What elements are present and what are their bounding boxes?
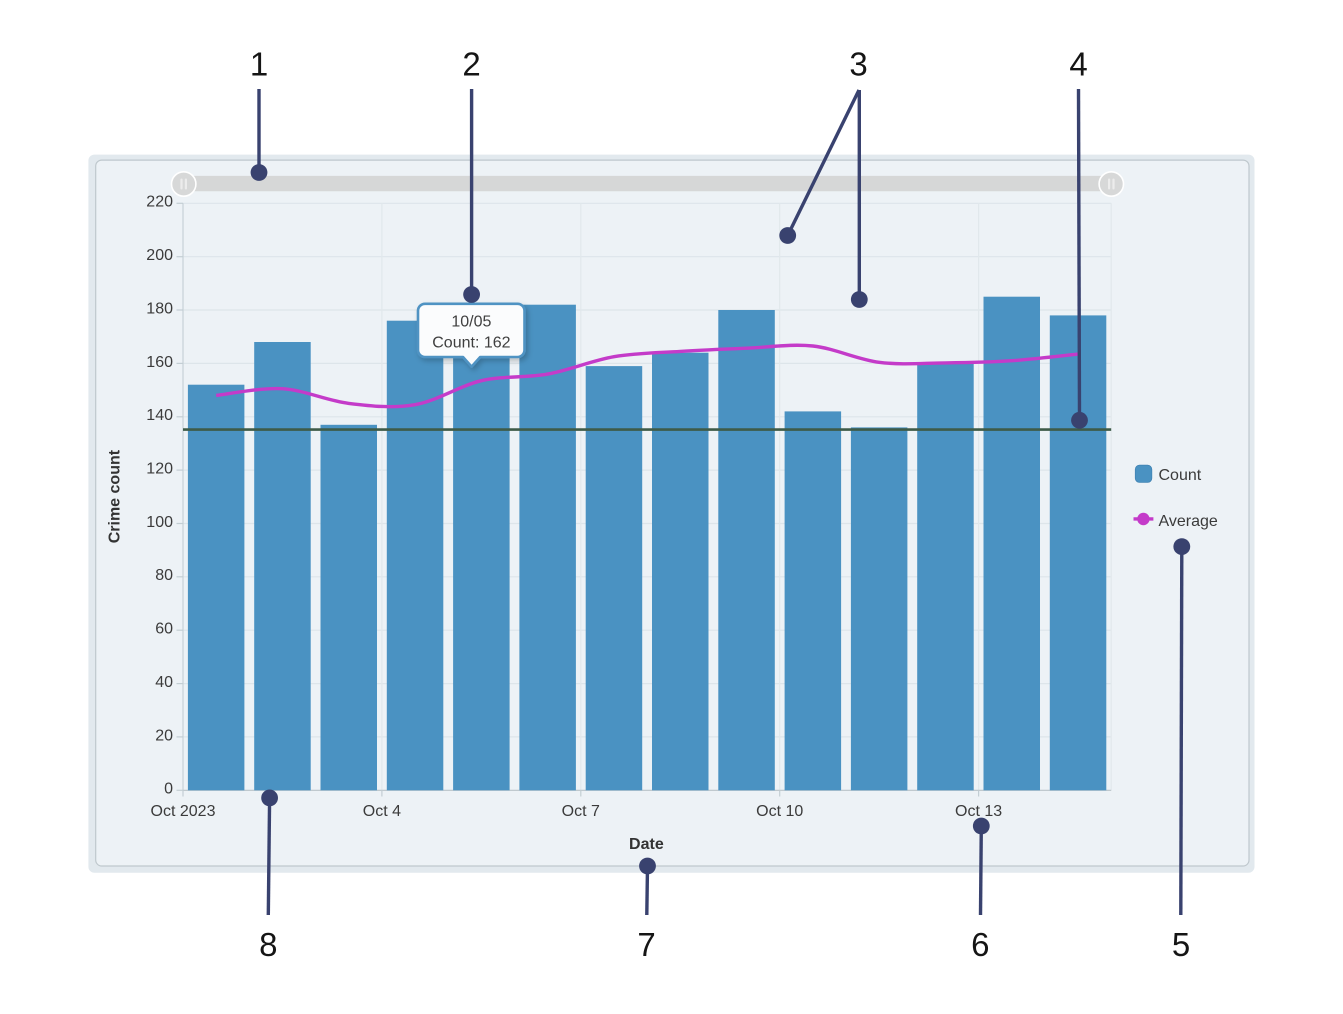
svg-text:180: 180 xyxy=(146,300,173,317)
svg-text:160: 160 xyxy=(146,354,173,371)
svg-text:0: 0 xyxy=(164,781,173,798)
svg-text:Average: Average xyxy=(1159,513,1218,530)
svg-text:5: 5 xyxy=(1172,926,1190,963)
svg-text:120: 120 xyxy=(146,461,173,478)
svg-text:60: 60 xyxy=(155,621,173,638)
svg-text:Oct 7: Oct 7 xyxy=(562,803,600,820)
svg-text:Count: 162: Count: 162 xyxy=(432,334,510,351)
svg-text:140: 140 xyxy=(146,407,173,424)
svg-text:7: 7 xyxy=(637,926,655,963)
svg-text:220: 220 xyxy=(146,194,173,211)
svg-text:Count: Count xyxy=(1159,467,1202,484)
svg-text:4: 4 xyxy=(1069,46,1087,83)
svg-text:1: 1 xyxy=(250,46,268,83)
svg-text:Oct 4: Oct 4 xyxy=(363,803,401,820)
svg-text:80: 80 xyxy=(155,567,173,584)
svg-text:6: 6 xyxy=(971,926,989,963)
svg-text:Date: Date xyxy=(629,836,664,853)
svg-text:3: 3 xyxy=(849,46,867,83)
svg-text:Oct 10: Oct 10 xyxy=(756,803,803,820)
svg-text:Oct 13: Oct 13 xyxy=(955,803,1002,820)
svg-text:Oct 2023: Oct 2023 xyxy=(151,803,216,820)
svg-text:200: 200 xyxy=(146,247,173,264)
svg-text:10/05: 10/05 xyxy=(451,314,491,331)
svg-text:Crime count: Crime count xyxy=(106,449,123,543)
svg-text:8: 8 xyxy=(259,926,277,963)
svg-text:20: 20 xyxy=(155,727,173,744)
svg-text:100: 100 xyxy=(146,514,173,531)
svg-text:40: 40 xyxy=(155,674,173,691)
svg-text:2: 2 xyxy=(462,46,480,83)
